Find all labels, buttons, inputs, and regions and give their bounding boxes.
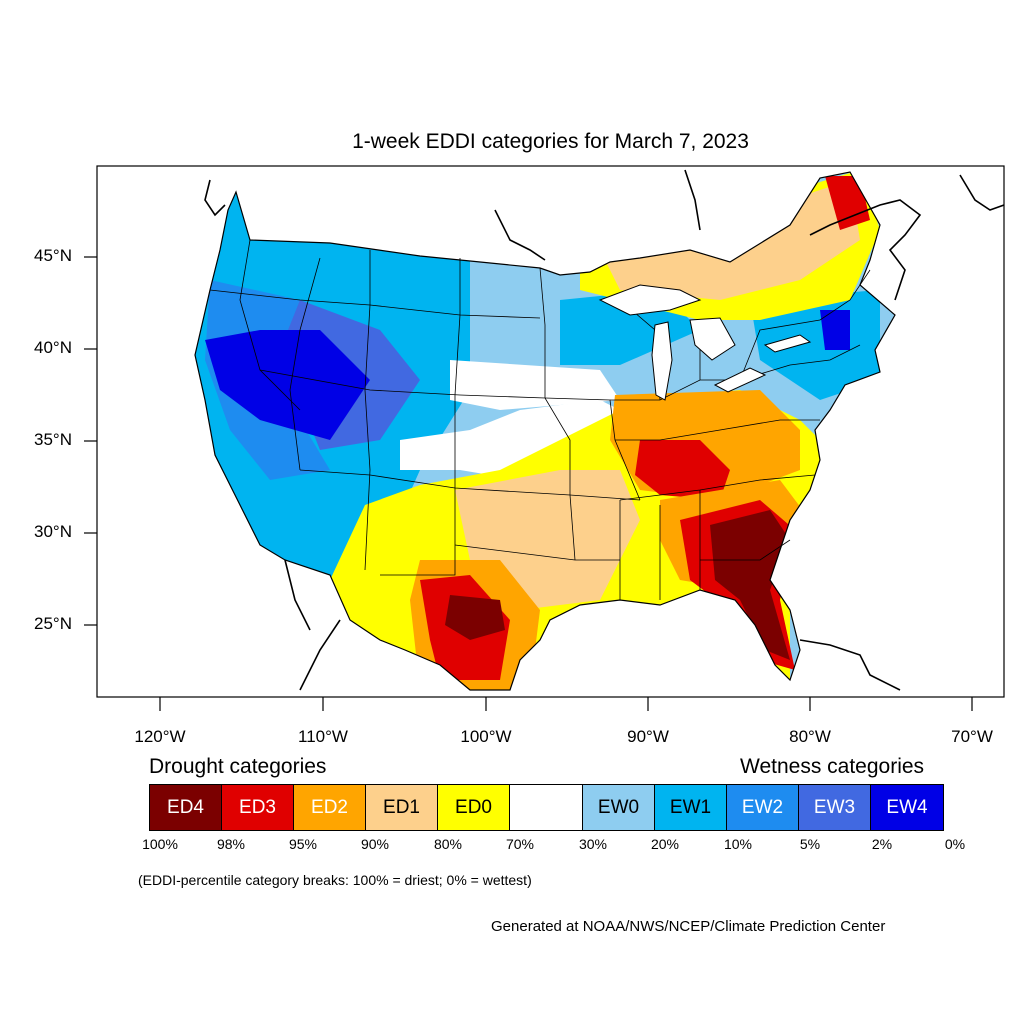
lat-ticks [84,256,97,626]
pct-10: 10% [723,836,753,852]
drought-header: Drought categories [149,755,327,778]
lat-label-35: 35°N [34,430,72,449]
lon-label-110: 110°W [298,727,348,746]
coastlines [204,169,1004,691]
legend-ew1: EW1 [655,785,727,830]
legend-ew0: EW0 [583,785,655,830]
legend-ew2: EW2 [727,785,799,830]
lon-label-80: 80°W [789,727,831,746]
pct-100: 100% [142,836,178,852]
lon-label-90: 90°W [627,727,669,746]
legend-neutral [510,785,583,830]
legend-ed0: ED0 [438,785,510,830]
pct-0: 0% [944,836,966,852]
category-note: (EDDI-percentile category breaks: 100% =… [138,872,532,888]
pct-98: 98% [216,836,246,852]
lat-label-30: 30°N [34,522,72,541]
plot-frame [96,165,1005,698]
pct-90: 90% [360,836,390,852]
pct-20: 20% [650,836,680,852]
lat-label-25: 25°N [34,614,72,633]
category-legend: ED4 ED3 ED2 ED1 ED0 EW0 EW1 EW2 EW3 EW4 [149,784,944,831]
lon-label-120: 120°W [134,727,186,746]
credit-line: Generated at NOAA/NWS/NCEP/Climate Predi… [491,918,886,935]
map-title: 1-week EDDI categories for March 7, 2023 [352,130,749,153]
pct-30: 30% [578,836,608,852]
great-lakes [598,284,812,401]
lat-label-40: 40°N [34,338,72,357]
pct-5: 5% [799,836,821,852]
legend-ed4: ED4 [150,785,222,830]
pct-2: 2% [871,836,893,852]
lon-label-70: 70°W [951,727,993,746]
eddi-fill [195,172,895,690]
legend-ed3: ED3 [222,785,294,830]
pct-95: 95% [288,836,318,852]
state-boundaries [194,171,896,691]
lon-ticks [159,697,973,711]
legend-ew3: EW3 [799,785,871,830]
legend-ew4: EW4 [871,785,943,830]
wetness-header: Wetness categories [740,755,925,778]
pct-70: 70% [505,836,535,852]
lon-label-100: 100°W [460,727,512,746]
legend-ed1: ED1 [366,785,438,830]
pct-80: 80% [433,836,463,852]
lat-label-45: 45°N [34,246,72,265]
legend-ed2: ED2 [294,785,366,830]
